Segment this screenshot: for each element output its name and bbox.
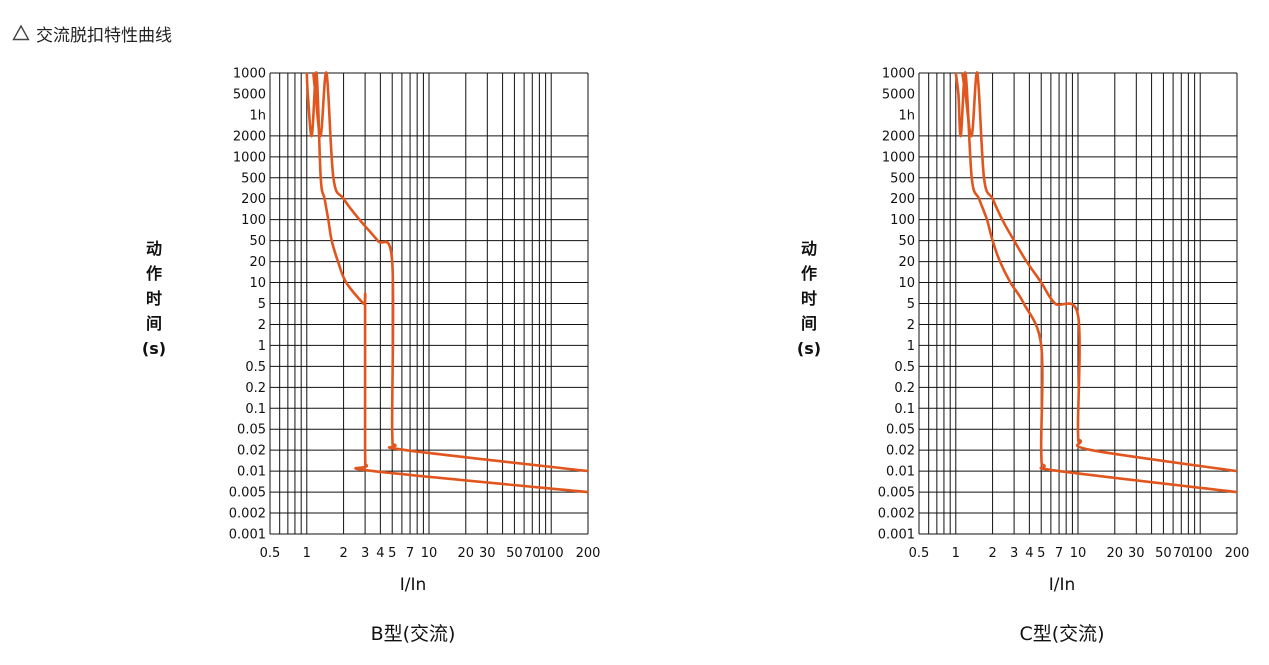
y-tick-label: 50 — [249, 234, 266, 249]
y-tick-label: 0.1 — [894, 402, 915, 417]
chart-c-svg: 1000 5000 1h 2000 1000 500 200 100 50 20 10 5 2 1 0.5 0… — [878, 67, 1250, 646]
y-axis-label: 动 作 时 间 (s) — [141, 239, 167, 358]
y-tick-label: 5 — [907, 297, 915, 312]
x-tick-label: 50 — [506, 546, 523, 561]
y-tick-label: 1000 — [233, 150, 266, 165]
y-tick-label: 0.05 — [237, 423, 266, 438]
trip-curve-lower — [305, 71, 589, 494]
triangle-outline-icon — [12, 24, 30, 41]
chart-b-type: 动 作 时 间 (s) 1000 5000 1h 2000 1000 500 200 100 5… — [0, 0, 634, 665]
y-tick-label: 0.002 — [229, 507, 266, 522]
y-tick-label: 2 — [907, 318, 915, 333]
x-tick-label: 7 — [406, 546, 414, 561]
x-tick-label: 1 — [303, 546, 311, 561]
x-axis-label: I/In — [1049, 575, 1076, 595]
x-tick-label: 1 — [952, 546, 960, 561]
y-axis-label: 动 作 时 间 (s) — [796, 239, 822, 358]
y-tick-label: 500 — [890, 171, 915, 186]
y-tick-label: 1000 — [233, 67, 266, 82]
page-header: 交流脱扣特性曲线 — [12, 20, 172, 46]
x-tick-label: 4 — [1025, 546, 1033, 561]
y-tick-label: 0.2 — [894, 381, 915, 396]
y-tick-label: 2000 — [882, 129, 915, 144]
x-tick-label: 3 — [361, 546, 369, 561]
x-axis-label: I/In — [400, 575, 427, 595]
y-tick-label: 100 — [241, 213, 266, 228]
chart-b-svg: 1000 5000 1h 2000 1000 500 200 100 50 20 10 5 2 1 0.5 0… — [229, 67, 601, 646]
x-tick-label: 20 — [458, 546, 475, 561]
x-tick-label: 0.5 — [260, 546, 281, 561]
x-tick-label: 0.5 — [909, 546, 930, 561]
y-tick-label: 10 — [249, 276, 266, 291]
y-tick-label: 1 — [907, 339, 915, 354]
y-tick-label: 200 — [890, 192, 915, 207]
y-tick-label: 1000 — [882, 67, 915, 82]
trip-curve-upper — [312, 71, 589, 473]
chart-caption: C型(交流) — [1019, 623, 1104, 645]
y-tick-label: 50 — [898, 234, 915, 249]
x-tick-label: 70 — [1173, 546, 1190, 561]
x-tick-label: 2 — [988, 546, 996, 561]
x-tick-label: 3 — [1010, 546, 1018, 561]
x-tick-label: 30 — [1128, 546, 1145, 561]
y-tick-label: 2 — [258, 318, 266, 333]
x-tick-label: 5 — [1037, 546, 1045, 561]
x-tick-label: 7 — [1055, 546, 1063, 561]
y-tick-label: 100 — [890, 213, 915, 228]
x-tick-label: 4 — [376, 546, 384, 561]
x-tick-label: 200 — [1225, 546, 1250, 561]
y-tick-label: 0.02 — [886, 444, 915, 459]
y-tick-label: 0.5 — [245, 360, 266, 375]
x-tick-label: 100 — [1188, 546, 1213, 561]
y-tick-label: 0.01 — [886, 465, 915, 480]
trip-curve-upper — [961, 71, 1238, 473]
y-tick-label: 2000 — [233, 129, 266, 144]
y-tick-label: 0.001 — [878, 528, 915, 543]
y-tick-label: 5 — [258, 297, 266, 312]
y-tick-label: 0.1 — [245, 402, 266, 417]
x-tick-label: 30 — [479, 546, 496, 561]
y-tick-label: 20 — [249, 255, 266, 270]
x-tick-label: 5 — [388, 546, 396, 561]
y-tick-label: 1 — [258, 339, 266, 354]
y-tick-label: 0.5 — [894, 360, 915, 375]
x-tick-label: 200 — [576, 546, 601, 561]
y-tick-label: 1000 — [882, 150, 915, 165]
x-tick-label: 100 — [539, 546, 564, 561]
y-tick-label: 5000 — [882, 87, 915, 102]
y-tick-label: 0.005 — [229, 486, 266, 501]
y-tick-label: 200 — [241, 192, 266, 207]
y-tick-label: 20 — [898, 255, 915, 270]
y-tick-label: 1h — [898, 108, 915, 123]
page-title: 交流脱扣特性曲线 — [36, 25, 172, 46]
chart-caption: B型(交流) — [371, 623, 456, 645]
y-tick-label: 0.01 — [237, 465, 266, 480]
chart-c-type: 动 作 时 间 (s) 1000 5000 1h 2000 1000 500 200 100 5… — [634, 0, 1268, 665]
y-tick-label: 0.002 — [878, 507, 915, 522]
x-tick-label: 10 — [421, 546, 438, 561]
y-tick-label: 10 — [898, 276, 915, 291]
x-tick-label: 2 — [339, 546, 347, 561]
y-tick-label: 0.005 — [878, 486, 915, 501]
y-tick-label: 0.001 — [229, 528, 266, 543]
y-tick-label: 5000 — [233, 87, 266, 102]
x-tick-label: 10 — [1070, 546, 1087, 561]
y-tick-label: 0.05 — [886, 423, 915, 438]
y-tick-label: 1h — [249, 108, 266, 123]
y-tick-label: 0.02 — [237, 444, 266, 459]
y-tick-label: 500 — [241, 171, 266, 186]
x-tick-label: 20 — [1107, 546, 1124, 561]
y-tick-label: 0.2 — [245, 381, 266, 396]
x-tick-label: 50 — [1155, 546, 1172, 561]
x-tick-label: 70 — [524, 546, 541, 561]
